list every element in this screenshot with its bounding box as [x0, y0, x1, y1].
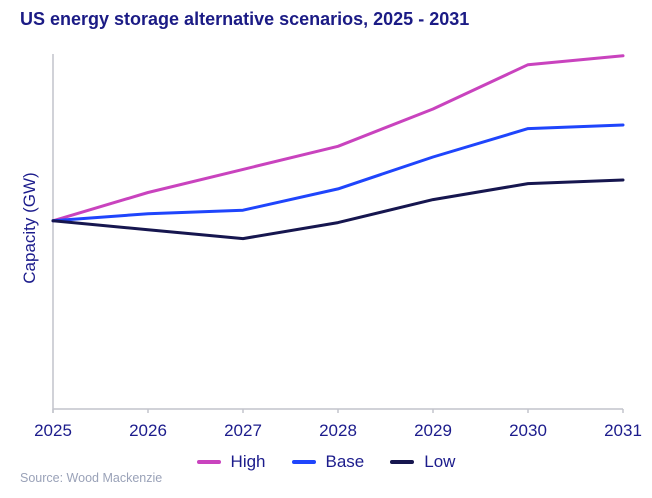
legend-label-low: Low [424, 452, 456, 471]
series-line-low [51, 178, 625, 241]
legend-item-high: High [196, 452, 266, 472]
series-line-base [51, 123, 625, 223]
legend-label-high: High [230, 452, 266, 471]
x-tick-label: 2025 [34, 421, 72, 440]
series-line-high [51, 54, 625, 223]
x-tick-label: 2029 [414, 421, 452, 440]
source-text: Source: Wood Mackenzie [20, 471, 163, 485]
x-tick-label: 2028 [319, 421, 357, 440]
x-tick-label: 2027 [224, 421, 262, 440]
legend-label-base: Base [325, 452, 365, 471]
legend-swatch-low [390, 460, 415, 464]
x-tick-label: 2030 [509, 421, 547, 440]
legend-item-low: Low [390, 452, 455, 472]
x-tick-label: 2031 [604, 421, 642, 440]
legend: High Base Low [0, 452, 652, 472]
legend-swatch-base [291, 460, 316, 464]
legend-swatch-high [196, 460, 221, 464]
chart-title: US energy storage alternative scenarios,… [20, 9, 470, 29]
legend-item-base: Base [291, 452, 365, 472]
x-tick-label: 2026 [129, 421, 167, 440]
